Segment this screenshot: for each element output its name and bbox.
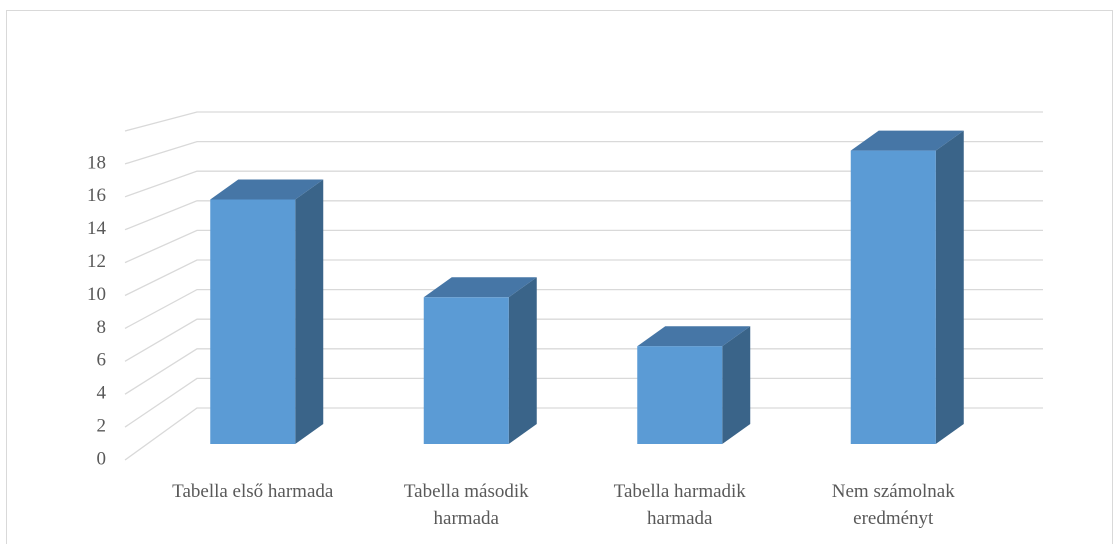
bar-side	[935, 130, 964, 444]
y-tick-label: 0	[97, 448, 107, 469]
bar-side	[722, 326, 751, 444]
grid-line	[124, 111, 1043, 132]
grid-line	[124, 377, 1043, 428]
grid-line	[124, 407, 1043, 461]
bar-top	[850, 130, 964, 151]
bar-top	[210, 179, 324, 200]
bar	[210, 199, 296, 444]
grid-line	[124, 288, 1043, 329]
x-tick-label: Tabella első harmada	[172, 481, 334, 502]
grid-line	[124, 348, 1043, 395]
grid-line	[124, 229, 1043, 264]
bar-top	[423, 277, 537, 298]
y-tick-label: 16	[87, 185, 106, 206]
bar	[423, 297, 509, 444]
bar-side	[295, 179, 324, 444]
x-tick-label: Nem számolnak eredményt	[831, 481, 955, 529]
y-tick-label: 2	[97, 415, 107, 436]
y-tick-label: 4	[97, 383, 107, 404]
y-tick-label: 12	[87, 251, 106, 272]
y-tick-label: 18	[87, 152, 106, 173]
bar-side	[508, 277, 537, 444]
grid-line	[124, 170, 1043, 198]
grid-line	[124, 140, 1043, 165]
grid-line	[124, 259, 1043, 297]
x-tick-label: Tabella harmadik harmada	[613, 481, 746, 529]
grid-line	[124, 318, 1043, 362]
x-tick-label: Tabella második harmada	[403, 481, 529, 529]
chart-border	[6, 10, 1113, 544]
y-tick-label: 14	[87, 218, 107, 239]
y-tick-label: 8	[97, 317, 107, 338]
bar	[637, 346, 723, 444]
grid-line	[124, 200, 1043, 231]
y-tick-label: 6	[97, 350, 107, 371]
y-tick-label: 10	[87, 284, 106, 305]
bar-top	[637, 326, 751, 347]
bar	[850, 150, 936, 444]
